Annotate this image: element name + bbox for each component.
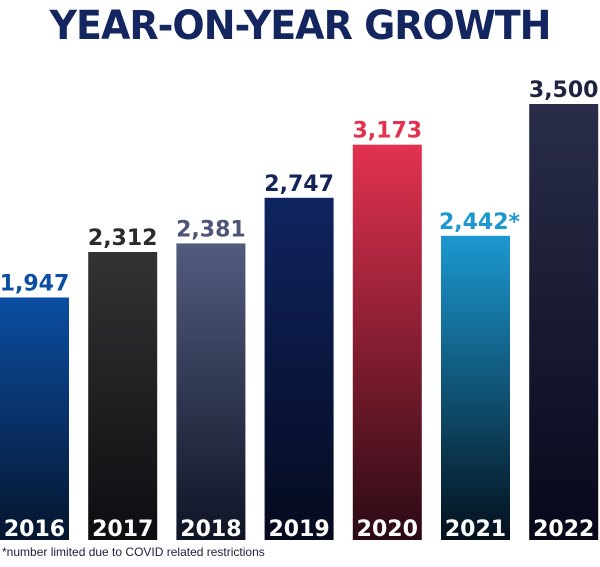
category-label-2018: 2018: [180, 517, 241, 542]
bar-2022: [529, 104, 599, 540]
bar-2020: [352, 144, 422, 540]
value-label-2022: 3,500: [529, 78, 599, 103]
bar-2017: [88, 252, 158, 540]
value-label-2019: 2,747: [264, 172, 334, 197]
value-label-2021: 2,442*: [439, 210, 521, 235]
value-label-2016: 1,947: [0, 272, 69, 297]
value-label-2018: 2,381: [176, 217, 246, 242]
category-label-2016: 2016: [4, 517, 65, 542]
bar-2021: [441, 235, 510, 541]
category-label-2017: 2017: [92, 517, 153, 542]
bar-2019: [264, 197, 334, 541]
footnote: *number limited due to COVID related res…: [2, 545, 265, 559]
chart-title: YEAR-ON-YEAR GROWTH: [49, 2, 552, 49]
category-label-2021: 2021: [445, 517, 506, 542]
category-label-2019: 2019: [268, 517, 329, 542]
bar-2016: [0, 297, 69, 540]
value-label-2020: 3,173: [353, 119, 423, 144]
bar-2018: [176, 243, 246, 540]
value-label-2017: 2,312: [88, 226, 158, 251]
category-label-2022: 2022: [533, 517, 594, 542]
category-label-2020: 2020: [357, 517, 418, 542]
